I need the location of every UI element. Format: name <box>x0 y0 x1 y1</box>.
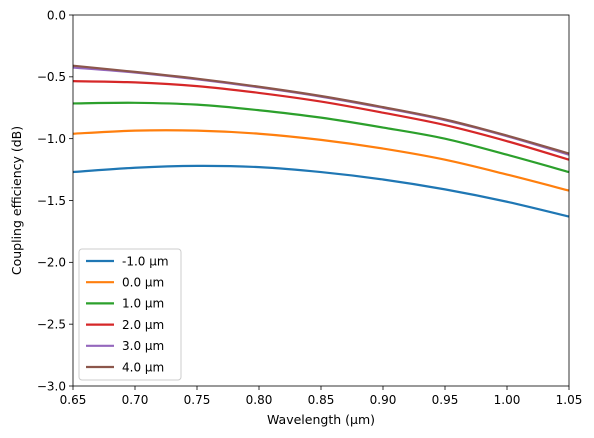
series-line <box>72 164 570 218</box>
x-tick-label: 1.05 <box>556 393 583 407</box>
x-tick-label: 0.95 <box>432 393 459 407</box>
axis-ticks: 0.65 0.70 0.75 0.80 0.85 0.90 0.95 1.00 1.05 −3.0… <box>37 8 583 407</box>
y-tick-label: −2.5 <box>37 317 66 331</box>
legend-label: -1.0 µm <box>122 254 169 268</box>
y-axis-label: Coupling efficiency (dB) <box>9 126 24 275</box>
series-line <box>72 64 570 155</box>
legend-label: 3.0 µm <box>122 339 164 353</box>
y-tick-label: −0.5 <box>37 70 66 84</box>
x-tick-label: 0.70 <box>122 393 149 407</box>
x-axis-label: Wavelength (µm) <box>267 412 375 427</box>
x-tick-label: 1.00 <box>494 393 521 407</box>
legend-label: 2.0 µm <box>122 318 164 332</box>
series-lines <box>72 64 570 218</box>
plot-frame <box>72 14 570 387</box>
y-tick-label: −1.5 <box>37 194 66 208</box>
x-tick-label: 0.80 <box>246 393 273 407</box>
series-line <box>72 101 570 174</box>
series-line <box>72 129 570 192</box>
legend-label: 4.0 µm <box>122 360 164 374</box>
y-tick-label: −2.0 <box>37 256 66 270</box>
y-tick-label: 0.0 <box>47 8 66 22</box>
legend-label: 1.0 µm <box>122 297 164 311</box>
legend: -1.0 µm 0.0 µm 1.0 µm 2.0 µm 3.0 µm 4.0 µm <box>78 248 182 381</box>
x-tick-label: 0.85 <box>308 393 335 407</box>
x-tick-label: 0.65 <box>60 393 87 407</box>
y-tick-label: −1.0 <box>37 132 66 146</box>
x-tick-label: 0.75 <box>184 393 211 407</box>
series-line <box>72 66 570 156</box>
x-tick-label: 0.90 <box>370 393 397 407</box>
series-line <box>72 80 570 161</box>
y-tick-label: −3.0 <box>37 379 66 393</box>
legend-label: 0.0 µm <box>122 276 164 290</box>
